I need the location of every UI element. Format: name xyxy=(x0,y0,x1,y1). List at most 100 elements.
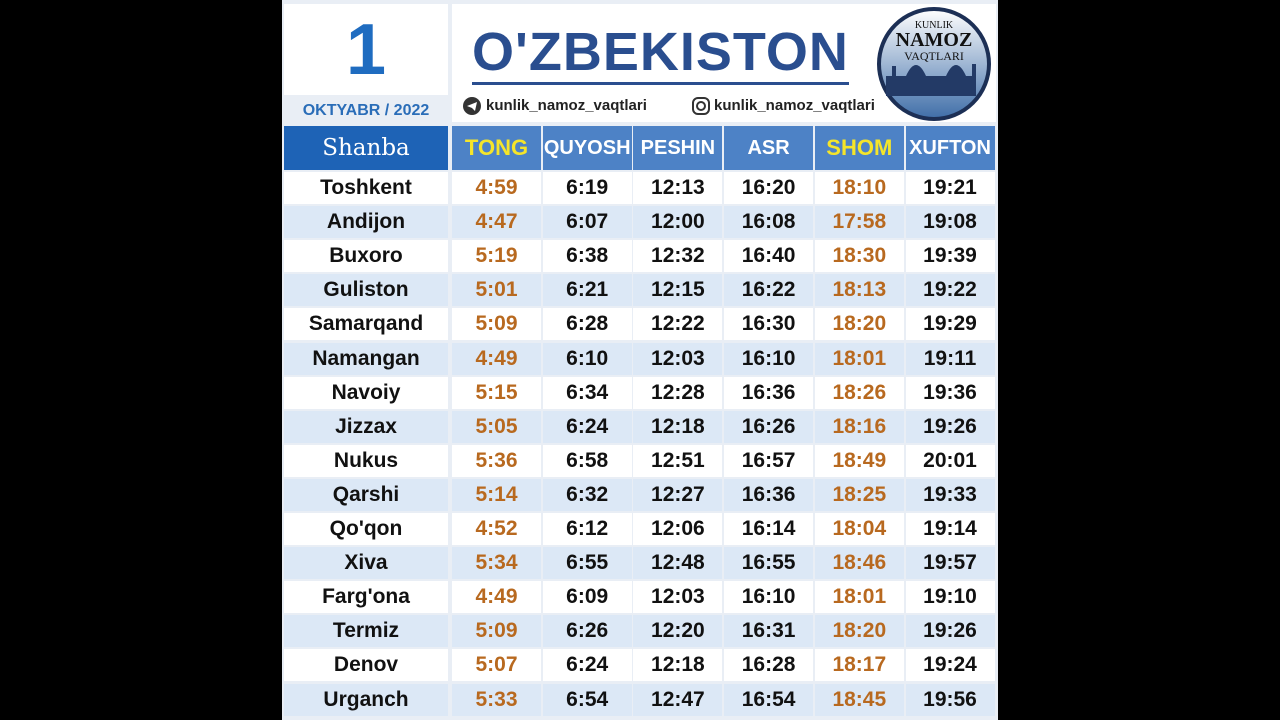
time: 16:55 xyxy=(724,547,814,580)
time: 4:59 xyxy=(452,172,541,205)
time: 4:52 xyxy=(452,513,541,546)
city: Andijon xyxy=(284,206,448,239)
time: 18:30 xyxy=(814,240,904,273)
time: 5:05 xyxy=(452,410,541,443)
time: 6:26 xyxy=(542,615,632,648)
time: 16:36 xyxy=(724,478,814,511)
city: Buxoro xyxy=(284,240,448,273)
time: 16:14 xyxy=(724,513,814,546)
time: 16:40 xyxy=(724,240,814,273)
time: 19:26 xyxy=(905,410,995,443)
time: 16:36 xyxy=(724,376,814,409)
time: 12:28 xyxy=(633,376,723,409)
time: 12:22 xyxy=(633,308,723,341)
logo-bottom: VAQTLARI xyxy=(904,49,964,63)
time: 12:18 xyxy=(633,649,723,682)
time: 5:34 xyxy=(452,547,541,580)
time: 18:17 xyxy=(814,649,904,682)
time: 19:21 xyxy=(905,172,995,205)
column-header: PESHIN xyxy=(633,126,723,170)
time: 5:14 xyxy=(452,478,541,511)
city: Nukus xyxy=(284,444,448,477)
time: 4:49 xyxy=(452,581,541,614)
time: 18:45 xyxy=(814,683,904,716)
time: 6:28 xyxy=(542,308,632,341)
time: 19:56 xyxy=(905,683,995,716)
time: 6:10 xyxy=(542,342,632,375)
time: 5:09 xyxy=(452,308,541,341)
time: 18:16 xyxy=(814,410,904,443)
time: 12:20 xyxy=(633,615,723,648)
instagram-icon xyxy=(692,97,710,115)
city: Namangan xyxy=(284,342,448,375)
time: 17:58 xyxy=(814,206,904,239)
time: 19:39 xyxy=(905,240,995,273)
instagram-handle: kunlik_namoz_vaqtlari xyxy=(714,97,875,114)
time: 16:31 xyxy=(724,615,814,648)
logo-top: KUNLIK xyxy=(915,20,954,31)
time: 20:01 xyxy=(905,444,995,477)
time: 12:47 xyxy=(633,683,723,716)
time: 6:09 xyxy=(542,581,632,614)
time: 12:27 xyxy=(633,478,723,511)
time: 6:58 xyxy=(542,444,632,477)
city: Qarshi xyxy=(284,478,448,511)
column-header: TONG xyxy=(452,126,541,170)
time: 18:01 xyxy=(814,342,904,375)
time: 19:33 xyxy=(905,478,995,511)
city: Denov xyxy=(284,649,448,682)
day: 1 xyxy=(345,9,387,90)
time: 16:30 xyxy=(724,308,814,341)
time: 12:03 xyxy=(633,342,723,375)
time: 12:03 xyxy=(633,581,723,614)
time: 12:18 xyxy=(633,410,723,443)
time: 19:24 xyxy=(905,649,995,682)
time: 18:26 xyxy=(814,376,904,409)
time: 18:04 xyxy=(814,513,904,546)
time: 16:22 xyxy=(724,274,814,307)
time: 6:24 xyxy=(542,649,632,682)
time: 18:01 xyxy=(814,581,904,614)
time: 6:12 xyxy=(542,513,632,546)
city: Samarqand xyxy=(284,308,448,341)
time: 18:25 xyxy=(814,478,904,511)
time: 6:32 xyxy=(542,478,632,511)
time: 18:49 xyxy=(814,444,904,477)
city: Navoiy xyxy=(284,376,448,409)
time: 19:36 xyxy=(905,376,995,409)
time: 18:20 xyxy=(814,615,904,648)
time: 12:00 xyxy=(633,206,723,239)
time: 6:34 xyxy=(542,376,632,409)
logo-middle: NAMOZ xyxy=(896,29,973,51)
time: 12:51 xyxy=(633,444,723,477)
column-header: SHOM xyxy=(814,126,904,170)
time: 19:10 xyxy=(905,581,995,614)
time: 19:29 xyxy=(905,308,995,341)
time: 19:14 xyxy=(905,513,995,546)
time: 18:13 xyxy=(814,274,904,307)
time: 19:26 xyxy=(905,615,995,648)
time: 12:06 xyxy=(633,513,723,546)
telegram-handle: kunlik_namoz_vaqtlari xyxy=(486,97,647,114)
time: 6:07 xyxy=(542,206,632,239)
time: 16:10 xyxy=(724,342,814,375)
time: 6:54 xyxy=(542,683,632,716)
time: 12:32 xyxy=(633,240,723,273)
time: 18:20 xyxy=(814,308,904,341)
time: 6:55 xyxy=(542,547,632,580)
city: Toshkent xyxy=(284,172,448,205)
time: 6:19 xyxy=(542,172,632,205)
time: 5:33 xyxy=(452,683,541,716)
title-box: O'ZBEKISTON kunlik_namoz_vaqtlari kunlik… xyxy=(452,4,996,122)
time: 5:36 xyxy=(452,444,541,477)
month-year: OKTYABR / 2022 xyxy=(302,102,430,119)
city: Urganch xyxy=(284,683,448,716)
panel: 1 OKTYABR / 2022 O'ZBEKISTON kunlik_namo… xyxy=(282,0,998,720)
time: 18:46 xyxy=(814,547,904,580)
time: 12:13 xyxy=(633,172,723,205)
time: 16:28 xyxy=(724,649,814,682)
time: 4:49 xyxy=(452,342,541,375)
time: 12:48 xyxy=(633,547,723,580)
time: 6:38 xyxy=(542,240,632,273)
